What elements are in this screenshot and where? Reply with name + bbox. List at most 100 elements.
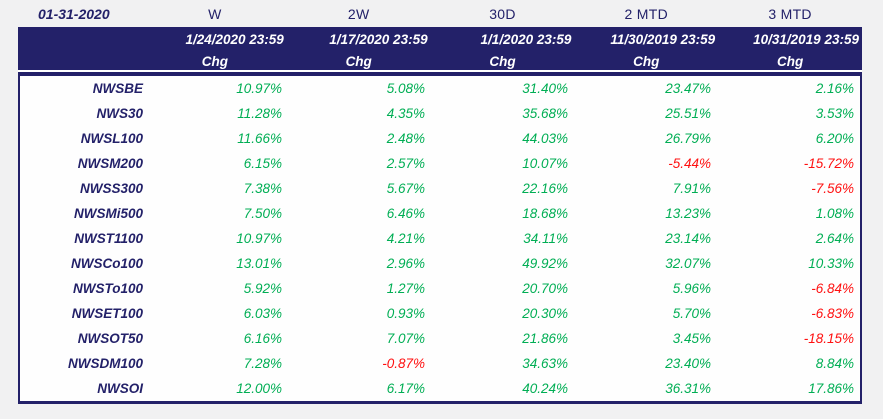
index-name: NWSET100 xyxy=(71,306,143,321)
pct-change-cell: -6.83% xyxy=(811,306,854,321)
pct-change-cell: -7.56% xyxy=(811,181,854,196)
pct-change-cell: 2.64% xyxy=(815,231,854,246)
pct-change-cell: 6.17% xyxy=(386,381,425,396)
pct-change-cell: 5.67% xyxy=(386,181,425,196)
period-header-row: 01-31-2020 W 2W 30D 2 MTD 3 MTD xyxy=(18,0,862,27)
pct-change-cell: 6.46% xyxy=(386,206,425,221)
table-row: NWSTo100 5.92% 1.27% 20.70% 5.96% -6.84% xyxy=(20,276,860,301)
pct-change-cell: 5.96% xyxy=(672,281,711,296)
pct-change-cell: 10.07% xyxy=(522,156,568,171)
pct-change-cell: 2.16% xyxy=(815,81,854,96)
index-name: NWSL100 xyxy=(80,131,143,146)
pct-change-cell: 2.96% xyxy=(386,256,425,271)
pct-change-cell: 35.68% xyxy=(522,106,568,121)
pct-change-cell: -0.87% xyxy=(382,356,425,371)
table-header-band: 1/24/2020 23:59 1/17/2020 23:59 1/1/2020… xyxy=(18,27,862,76)
chg-label-w: Chg xyxy=(201,53,229,69)
pct-change-cell: 6.16% xyxy=(243,331,282,346)
pct-change-cell: 22.16% xyxy=(522,181,568,196)
index-name: NWSCo100 xyxy=(70,256,143,271)
table-row: NWSBE 10.97% 5.08% 31.40% 23.47% 2.16% xyxy=(20,76,860,101)
pct-change-cell: 23.40% xyxy=(665,356,711,371)
table-row: NWSOT50 6.16% 7.07% 21.86% 3.45% -18.15% xyxy=(20,326,860,351)
index-name: NWSOT50 xyxy=(77,331,143,346)
as-of-date-3mtd: 10/31/2019 23:59 xyxy=(753,32,859,47)
pct-change-cell: 18.68% xyxy=(522,206,568,221)
pct-change-cell: 6.03% xyxy=(243,306,282,321)
table-body: NWSBE 10.97% 5.08% 31.40% 23.47% 2.16% NWS30 11… xyxy=(18,76,862,404)
pct-change-cell: 23.14% xyxy=(665,231,711,246)
index-name: NWSDM100 xyxy=(67,356,143,371)
as-of-date-2mtd: 11/30/2019 23:59 xyxy=(610,32,716,47)
index-name: NWSM200 xyxy=(77,156,143,171)
pct-change-cell: 10.97% xyxy=(236,231,282,246)
pct-change-cell: 6.15% xyxy=(243,156,282,171)
pct-change-cell: 1.08% xyxy=(815,206,854,221)
column-period-2mtd: 2 MTD xyxy=(624,5,669,22)
pct-change-cell: -6.84% xyxy=(811,281,854,296)
table-row: NWSDM100 7.28% -0.87% 34.63% 23.40% 8.84% xyxy=(20,351,860,376)
pct-change-cell: 5.92% xyxy=(243,281,282,296)
table-row: NWSL100 11.66% 2.48% 44.03% 26.79% 6.20% xyxy=(20,126,860,151)
pct-change-cell: 20.70% xyxy=(522,281,568,296)
index-name: NWSOI xyxy=(97,381,143,396)
pct-change-cell: 10.97% xyxy=(236,81,282,96)
pct-change-cell: 21.86% xyxy=(522,331,568,346)
pct-change-cell: 12.00% xyxy=(236,381,282,396)
pct-change-cell: 1.27% xyxy=(386,281,425,296)
pct-change-cell: 7.28% xyxy=(243,356,282,371)
pct-change-cell: 17.86% xyxy=(808,381,854,396)
as-of-date-30d: 1/1/2020 23:59 xyxy=(480,32,572,47)
column-period-2w: 2W xyxy=(347,5,370,22)
pct-change-cell: 11.28% xyxy=(237,106,282,121)
index-name: NWSS300 xyxy=(79,181,143,196)
table-row: NWST1100 10.97% 4.21% 34.11% 23.14% 2.64% xyxy=(20,226,860,251)
pct-change-cell: 10.33% xyxy=(808,256,854,271)
pct-change-cell: 5.70% xyxy=(672,306,711,321)
pct-change-cell: 2.57% xyxy=(386,156,425,171)
pct-change-cell: 26.79% xyxy=(665,131,711,146)
index-name: NWSBE xyxy=(92,81,143,96)
pct-change-cell: 8.84% xyxy=(815,356,854,371)
pct-change-cell: 3.53% xyxy=(815,106,854,121)
pct-change-cell: 6.20% xyxy=(815,131,854,146)
pct-change-cell: 7.91% xyxy=(672,181,711,196)
as-of-date-w: 1/24/2020 23:59 xyxy=(185,32,284,47)
report-date: 01-31-2020 xyxy=(38,5,110,22)
pct-change-cell: 20.30% xyxy=(522,306,568,321)
pct-change-cell: 4.35% xyxy=(386,106,425,121)
pct-change-cell: 0.93% xyxy=(386,306,425,321)
pct-change-cell: 2.48% xyxy=(386,131,425,146)
chg-label-2w: Chg xyxy=(345,53,372,69)
pct-change-cell: -15.72% xyxy=(803,156,854,171)
chg-label-row: Chg Chg Chg Chg Chg xyxy=(18,52,862,72)
index-name: NWSMi500 xyxy=(73,206,143,221)
chg-label-3mtd: Chg xyxy=(776,53,804,69)
pct-change-cell: 44.03% xyxy=(522,131,568,146)
as-of-date-row: 1/24/2020 23:59 1/17/2020 23:59 1/1/2020… xyxy=(18,27,862,52)
table-row: NWSOI 12.00% 6.17% 40.24% 36.31% 17.86% xyxy=(20,376,860,401)
chg-label-2mtd: Chg xyxy=(633,53,660,69)
pct-change-cell: 40.24% xyxy=(522,381,568,396)
pct-change-cell: 36.31% xyxy=(665,381,711,396)
pct-change-cell: 3.45% xyxy=(672,331,711,346)
pct-change-cell: 4.21% xyxy=(386,231,425,246)
pct-change-cell: 32.07% xyxy=(665,256,711,271)
pct-change-cell: 7.38% xyxy=(243,181,282,196)
column-period-w: W xyxy=(208,5,222,22)
column-period-3mtd: 3 MTD xyxy=(768,5,812,22)
pct-change-cell: 11.66% xyxy=(237,131,282,146)
pct-change-cell: 7.50% xyxy=(243,206,282,221)
pct-change-cell: 23.47% xyxy=(665,81,711,96)
pct-change-cell: 34.11% xyxy=(523,231,568,246)
pct-change-cell: 31.40% xyxy=(522,81,568,96)
pct-change-cell: -5.44% xyxy=(668,156,711,171)
table-row: NWSM200 6.15% 2.57% 10.07% -5.44% -15.72% xyxy=(20,151,860,176)
chg-label-30d: Chg xyxy=(489,53,516,69)
pct-change-cell: -18.15% xyxy=(803,331,854,346)
column-period-30d: 30D xyxy=(489,5,516,22)
table-row: NWS30 11.28% 4.35% 35.68% 25.51% 3.53% xyxy=(20,101,860,126)
pct-change-cell: 49.92% xyxy=(522,256,568,271)
table-row: NWSCo100 13.01% 2.96% 49.92% 32.07% 10.33% xyxy=(20,251,860,276)
